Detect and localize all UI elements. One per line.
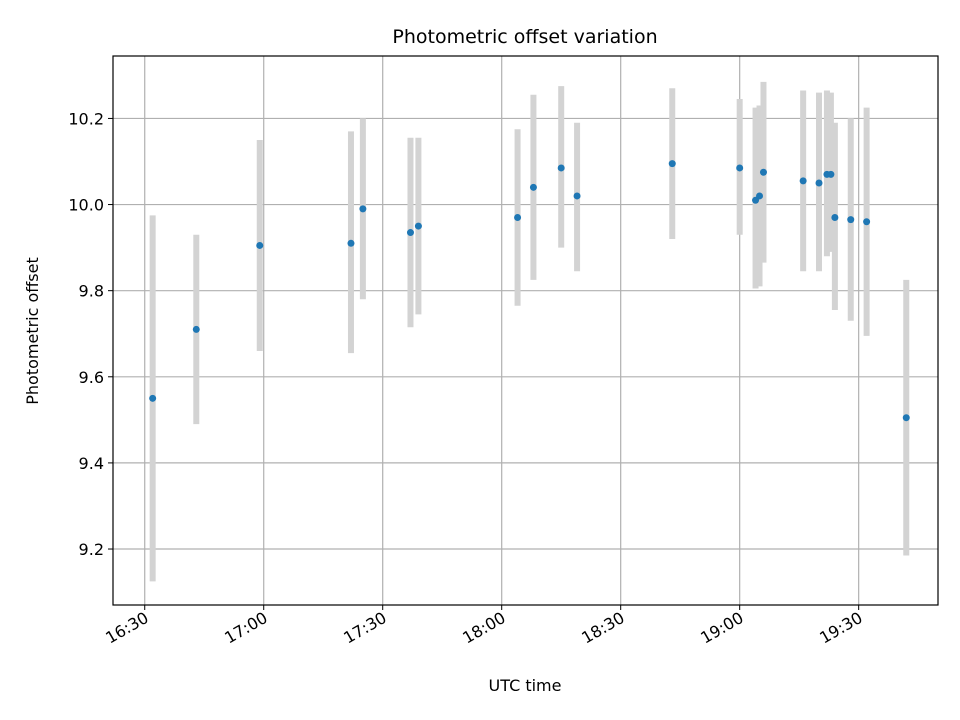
data-point	[831, 213, 839, 221]
data-point	[514, 213, 522, 221]
data-point	[759, 168, 767, 176]
data-point	[736, 164, 744, 172]
data-point	[847, 216, 855, 224]
x-axis-label: UTC time	[489, 676, 562, 695]
plot-area	[112, 55, 939, 606]
data-point	[827, 170, 835, 178]
y-axis: 9.2 9.4 9.6 9.8 10.0 10.2	[68, 109, 113, 559]
data-point	[902, 414, 910, 422]
y-tick-label: 10.2	[68, 109, 104, 128]
y-tick-label: 10.0	[68, 196, 104, 215]
grid	[113, 56, 938, 605]
data-point	[557, 164, 565, 172]
y-tick-label: 9.6	[79, 368, 104, 387]
data-point	[815, 179, 823, 187]
data-point	[756, 192, 764, 200]
y-tick-label: 9.4	[79, 454, 104, 473]
y-tick-label: 9.8	[79, 282, 104, 301]
chart-title: Photometric offset variation	[392, 26, 657, 48]
y-axis-label: Photometric offset	[23, 257, 42, 405]
data-point	[192, 325, 200, 333]
y-tick-label: 9.2	[79, 540, 104, 559]
data-point	[347, 239, 355, 247]
data-point	[414, 222, 422, 230]
data-point	[863, 218, 871, 226]
data-point	[529, 183, 537, 191]
data-point	[573, 192, 581, 200]
data-points	[149, 160, 910, 422]
data-point	[359, 205, 367, 213]
data-point	[256, 241, 264, 249]
data-point	[668, 160, 676, 168]
data-point	[406, 229, 414, 237]
data-point	[149, 394, 157, 402]
data-point	[799, 177, 807, 185]
